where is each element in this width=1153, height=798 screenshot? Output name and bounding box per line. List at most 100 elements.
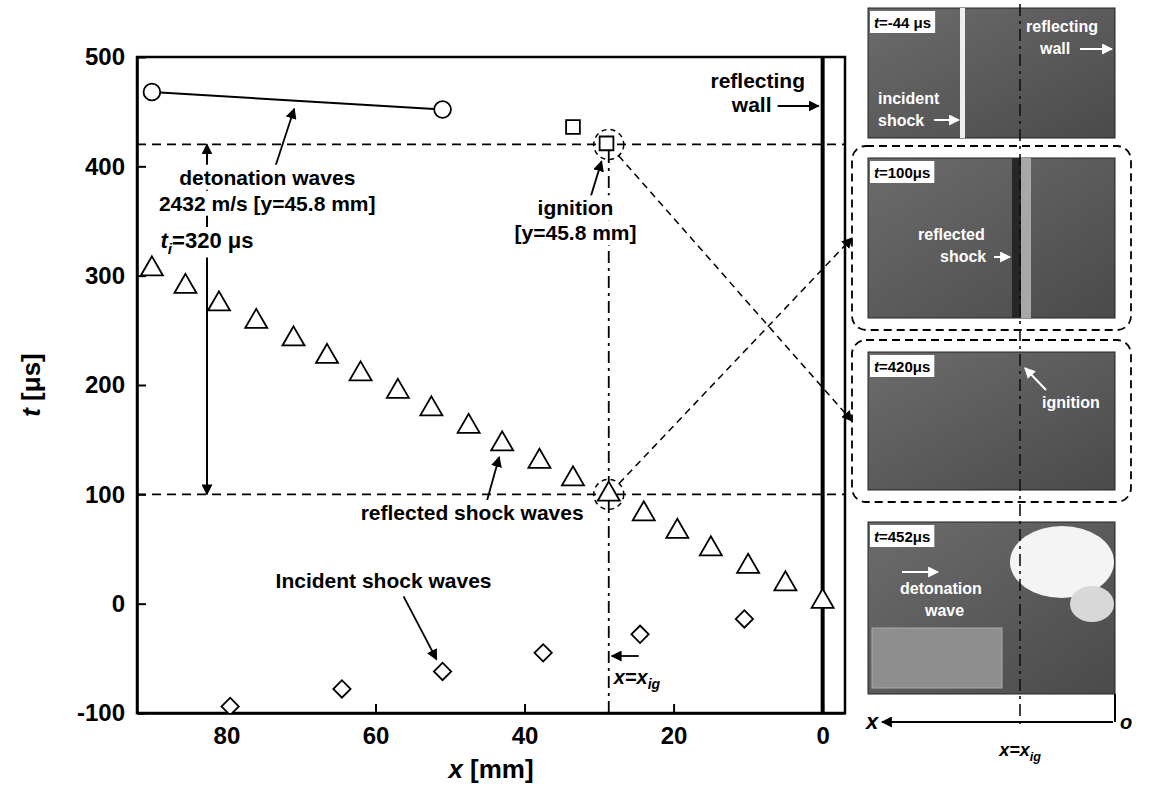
y-tick-label: -100 xyxy=(77,699,125,726)
annotation-arrow xyxy=(275,109,294,167)
label-background xyxy=(535,195,617,220)
photo-time-box xyxy=(870,161,934,183)
photo-time-label: t=452μs xyxy=(874,528,930,545)
photo-link-arrow xyxy=(619,156,852,421)
photo-time-box xyxy=(870,11,935,33)
marker-diamond xyxy=(333,680,350,697)
photo-highlight-box xyxy=(852,340,1131,502)
photo-time-label: t=100μs xyxy=(874,164,930,181)
label-background xyxy=(158,227,257,258)
y-tick: 0 xyxy=(112,590,146,617)
label-part: ig xyxy=(648,676,661,692)
label-part: x=x xyxy=(613,666,649,688)
photo-flame xyxy=(1070,586,1114,622)
x-tick-label: 60 xyxy=(363,722,390,749)
marker-triangle xyxy=(700,536,722,555)
y-tick-mark xyxy=(137,713,146,715)
marker-triangle xyxy=(633,501,655,520)
photo-time-box xyxy=(870,355,934,377)
x-tick-label: 80 xyxy=(214,722,241,749)
marker-square xyxy=(566,120,580,134)
photo xyxy=(868,352,1115,490)
marker-triangle xyxy=(598,482,620,501)
photo-label: reflecting wall xyxy=(1026,18,1102,57)
marker-triangle xyxy=(141,256,163,275)
annotation-arrow xyxy=(487,457,499,500)
photo-label: reflected shock xyxy=(918,226,989,265)
label-background xyxy=(156,191,379,216)
marker-square xyxy=(600,136,614,150)
photo-xig-line xyxy=(1019,4,1021,728)
x-tick-mark xyxy=(673,704,675,713)
x-tick: 20 xyxy=(661,704,688,749)
photo-highlight-box xyxy=(852,146,1131,330)
annotation-label: Incident shock waves xyxy=(276,569,492,592)
annotation-arrow xyxy=(612,655,639,657)
annotation-label: reflecting wall xyxy=(710,69,810,116)
y-axis: -100 0 100 200 300 400 500 xyxy=(77,43,146,726)
y-tick: 100 xyxy=(85,481,146,508)
horizontal-line xyxy=(137,144,845,146)
y-axis-title: t [μs] xyxy=(16,353,46,417)
photo-time-box xyxy=(870,525,934,547)
rich-label: x=xig xyxy=(998,740,1041,764)
x-tick-mark xyxy=(375,704,377,713)
marker-triangle xyxy=(208,291,230,310)
photo xyxy=(868,8,1115,138)
x-tick: 40 xyxy=(512,704,539,749)
photo-x-arrow xyxy=(882,721,1113,723)
photo-arrow xyxy=(994,256,1010,258)
photo-arrow xyxy=(934,119,959,121)
marker-triangle xyxy=(420,396,442,415)
photo-arrow xyxy=(1080,48,1112,50)
photo-links xyxy=(594,129,1131,509)
marker-triangle xyxy=(387,379,409,398)
x-tick: 60 xyxy=(363,704,390,749)
photo-x-label: x xyxy=(865,709,879,734)
y-tick: 400 xyxy=(85,153,146,180)
photos: incident shockreflecting wallt=-44 μsref… xyxy=(868,8,1115,694)
marker-triangle xyxy=(562,466,584,485)
photo-wall-line xyxy=(1114,694,1116,722)
marker-triangle xyxy=(174,274,196,293)
y-tick-label: 100 xyxy=(85,481,125,508)
photo-link-arrow xyxy=(619,238,852,483)
annotation-arrow xyxy=(404,596,437,659)
y-tick-label: 200 xyxy=(85,371,125,398)
y-tick-label: 300 xyxy=(85,262,125,289)
y-tick-label: 500 xyxy=(85,43,125,70)
x-axis: 806040200 xyxy=(138,704,846,749)
y-tick-mark xyxy=(137,166,146,168)
marker-circle xyxy=(144,84,161,101)
marker-triangle xyxy=(737,554,759,573)
point-highlight xyxy=(594,479,624,509)
marker-diamond xyxy=(631,626,648,643)
photo-label: detonation wave xyxy=(900,580,986,619)
photo-arrow xyxy=(902,571,938,573)
photo-panel: incident shockreflecting wallt=-44 μs xyxy=(868,8,1115,138)
x-axis-title: x [mm] xyxy=(446,754,533,784)
marker-triangle xyxy=(350,361,372,380)
annotations: Incident shock wavesreflected shock wave… xyxy=(156,69,1041,764)
figure: 806040200-1000100200300400500x [mm]t [μs… xyxy=(0,0,1153,798)
photo-time-label: t=-44 μs xyxy=(874,14,931,31)
y-tick-mark xyxy=(137,57,146,59)
photo-cell-pattern xyxy=(872,628,1002,688)
rich-label: x=xig xyxy=(613,666,661,692)
y-tick-label: 0 xyxy=(112,590,125,617)
photo-time-label: t=420μs xyxy=(874,358,930,375)
photo-panel: reflected shock t=100μs xyxy=(868,158,1115,318)
y-tick: -100 xyxy=(77,699,146,726)
marker-diamond xyxy=(434,663,451,680)
marker-diamond xyxy=(221,698,238,713)
marker-triangle xyxy=(245,309,267,328)
plot-frame xyxy=(137,57,845,713)
marker-diamond xyxy=(736,610,753,627)
horizontal-line xyxy=(137,493,845,495)
label-part: x=x xyxy=(998,740,1031,760)
photo-arrow xyxy=(1025,368,1046,390)
marker-triangle xyxy=(282,326,304,345)
y-tick: 500 xyxy=(85,43,146,70)
photo-label: ignition xyxy=(1042,394,1100,411)
marker-triangle xyxy=(774,571,796,590)
